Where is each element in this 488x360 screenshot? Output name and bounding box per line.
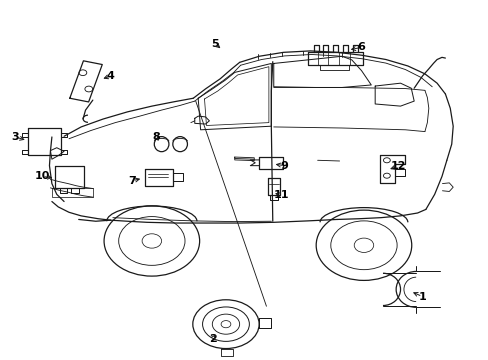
- Text: 3: 3: [12, 132, 19, 142]
- Text: 5: 5: [211, 39, 219, 49]
- Text: 1: 1: [418, 292, 426, 302]
- Text: 2: 2: [208, 333, 216, 343]
- Text: 8: 8: [152, 132, 159, 142]
- Text: 9: 9: [280, 161, 288, 171]
- Text: 6: 6: [357, 42, 365, 52]
- Text: 7: 7: [128, 176, 136, 186]
- Text: 12: 12: [389, 161, 405, 171]
- Text: 11: 11: [273, 190, 288, 200]
- Bar: [52, 188, 93, 197]
- Text: 10: 10: [34, 171, 50, 181]
- Text: 4: 4: [106, 71, 114, 81]
